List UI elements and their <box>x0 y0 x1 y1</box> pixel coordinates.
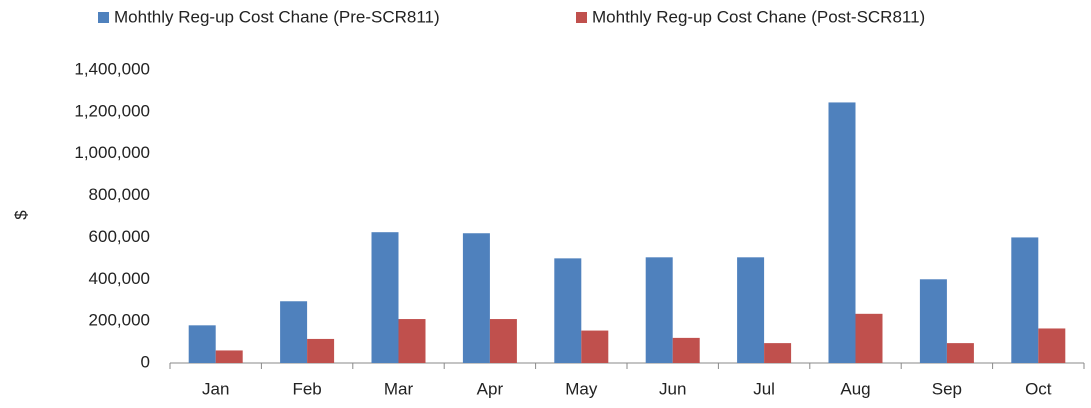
y-tick-label: 600,000 <box>89 227 150 246</box>
bar <box>188 325 216 363</box>
bar <box>645 257 673 363</box>
bar <box>581 330 609 363</box>
bar <box>855 313 883 363</box>
x-tick-label: Mar <box>384 379 414 398</box>
bar <box>280 301 308 363</box>
x-tick-label: Jul <box>753 379 775 398</box>
y-tick-label: 800,000 <box>89 185 150 204</box>
bar <box>737 257 765 363</box>
bar <box>1038 328 1066 363</box>
bar <box>462 233 490 363</box>
y-tick-label: 1,000,000 <box>74 143 150 162</box>
y-tick-label: 0 <box>141 352 150 371</box>
bar <box>919 279 947 363</box>
y-tick-label: 1,200,000 <box>74 101 150 120</box>
x-tick-label: Jun <box>659 379 686 398</box>
x-tick-label: Aug <box>840 379 870 398</box>
bar <box>489 319 517 363</box>
legend-swatch <box>98 12 109 23</box>
legend-swatch <box>576 12 587 23</box>
legend-label: Mohthly Reg-up Cost Chane (Pre-SCR811) <box>114 7 440 26</box>
bar <box>307 338 335 363</box>
bar <box>764 343 792 363</box>
legend-label: Mohthly Reg-up Cost Chane (Post-SCR811) <box>592 7 925 26</box>
x-tick-label: Sep <box>932 379 962 398</box>
bar <box>371 232 399 363</box>
bar <box>554 258 582 363</box>
x-tick-label: Apr <box>477 379 504 398</box>
y-axis-label: $ <box>11 210 30 220</box>
bar <box>946 343 974 363</box>
bar <box>398 319 426 363</box>
y-tick-label: 1,400,000 <box>74 59 150 78</box>
x-tick-label: Feb <box>292 379 321 398</box>
x-tick-label: May <box>565 379 598 398</box>
bar <box>215 350 243 363</box>
y-tick-label: 200,000 <box>89 311 150 330</box>
x-tick-label: Jan <box>202 379 229 398</box>
y-tick-label: 400,000 <box>89 269 150 288</box>
bar <box>1011 237 1039 363</box>
x-tick-label: Oct <box>1025 379 1052 398</box>
bar <box>672 337 700 363</box>
bar <box>828 102 856 364</box>
